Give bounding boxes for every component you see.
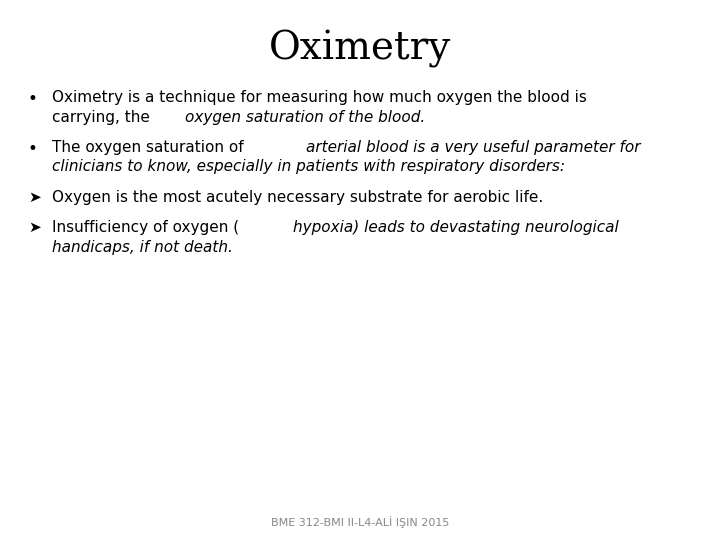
Text: oxygen saturation of the blood.: oxygen saturation of the blood. (184, 110, 425, 125)
Text: clinicians to know, especially in patients with respiratory disorders:: clinicians to know, especially in patien… (52, 159, 565, 174)
Text: Oximetry: Oximetry (269, 30, 451, 68)
Text: BME 312-BMI II-L4-ALİ IŞIN 2015: BME 312-BMI II-L4-ALİ IŞIN 2015 (271, 516, 449, 528)
Text: carrying, the: carrying, the (52, 110, 155, 125)
Text: Oxygen is the most acutely necessary substrate for aerobic life.: Oxygen is the most acutely necessary sub… (52, 190, 544, 205)
Text: The oxygen saturation of: The oxygen saturation of (52, 140, 248, 155)
Text: arterial blood is a very useful parameter for: arterial blood is a very useful paramete… (305, 140, 640, 155)
Text: •: • (28, 140, 38, 158)
Text: Oximetry is a technique for measuring how much oxygen the blood is: Oximetry is a technique for measuring ho… (52, 90, 587, 105)
Text: ➤: ➤ (28, 220, 41, 235)
Text: handicaps, if not death.: handicaps, if not death. (52, 240, 233, 255)
Text: Insufficiency of oxygen (: Insufficiency of oxygen ( (52, 220, 239, 235)
Text: ➤: ➤ (28, 190, 41, 205)
Text: hypoxia) leads to devastating neurological: hypoxia) leads to devastating neurologic… (294, 220, 619, 235)
Text: •: • (28, 90, 38, 108)
